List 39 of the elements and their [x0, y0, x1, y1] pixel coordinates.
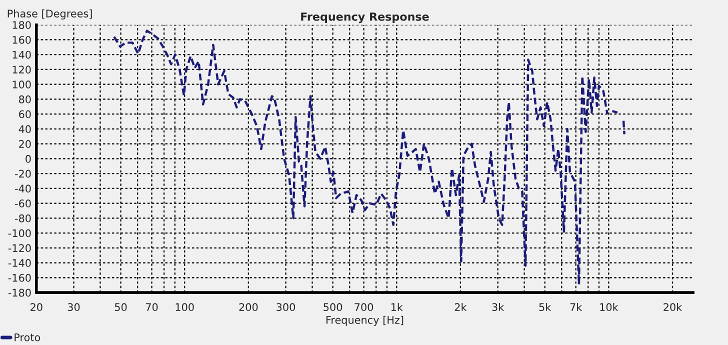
y-tick-label: -40	[15, 184, 31, 193]
x-tick-label: 500	[324, 303, 342, 312]
y-tick-label: -20	[15, 170, 31, 178]
x-tick-label: 70	[146, 303, 158, 312]
x-tick-label: 7k	[570, 302, 582, 311]
y-tick-label: 20	[19, 140, 31, 148]
y-tick-label: -80	[15, 214, 31, 222]
x-tick-label: 3k	[492, 302, 504, 312]
x-tick-label: 2k	[454, 302, 467, 311]
y-tick-label: 80	[18, 95, 31, 104]
x-tick-label: 30	[68, 303, 80, 312]
x-axis-title: Frequency [Hz]	[326, 316, 404, 326]
y-tick-label: 160	[12, 36, 31, 44]
y-tick-label: 40	[18, 125, 31, 134]
y-tick-label: -60	[15, 200, 31, 208]
x-tick-label: 700	[354, 303, 374, 312]
x-tick-label: 50	[114, 303, 127, 312]
x-tick-label: 20k	[664, 302, 682, 312]
x-tick-label: 5k	[539, 302, 552, 312]
x-tick-label: 20	[30, 303, 42, 312]
x-tick-label: 300	[276, 303, 296, 312]
y-axis-title: Phase [Degrees]	[8, 9, 92, 20]
y-tick-label: 0	[26, 154, 31, 163]
y-tick-label: -160	[8, 274, 31, 282]
x-tick-label: 1k	[391, 302, 403, 311]
y-tick-label: 140	[12, 50, 31, 59]
legend-label: Proto	[14, 334, 40, 342]
y-tick-label: 180	[12, 21, 31, 29]
x-tick-label: 10k	[600, 302, 618, 312]
y-tick-label: 100	[12, 80, 31, 88]
y-tick-label: -120	[8, 244, 31, 252]
y-tick-label: 60	[19, 110, 31, 118]
x-tick-label: 200	[239, 303, 258, 312]
y-tick-label: -100	[8, 229, 31, 238]
y-tick-label: -180	[8, 288, 31, 297]
chart-title: Frequency Response	[301, 12, 429, 24]
y-tick-label: 120	[12, 66, 31, 74]
y-tick-label: -140	[8, 259, 31, 267]
x-tick-label: 100	[176, 303, 194, 312]
